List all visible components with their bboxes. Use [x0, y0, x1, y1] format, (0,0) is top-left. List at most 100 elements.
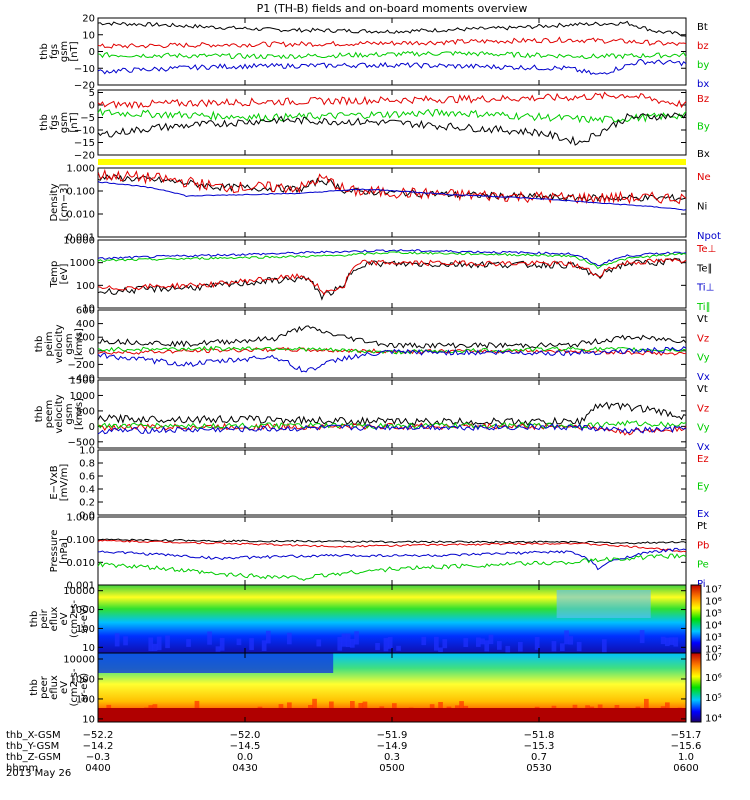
y-axis-label: sr-eV) — [79, 604, 90, 633]
legend-by: by — [697, 60, 709, 71]
spectrogram-speck — [665, 637, 670, 647]
spectrogram-speck — [505, 645, 511, 653]
legend-Vx: Vx — [697, 372, 710, 383]
y-axis-label: [km/s] — [74, 328, 85, 360]
panel-frame — [97, 17, 687, 86]
y-axis-label: [cm−3] — [59, 184, 70, 222]
panel-frame — [97, 89, 687, 156]
y-tick-label: 10000 — [63, 655, 95, 666]
orbit-value: −14.2 — [83, 741, 114, 752]
colorbar-label: 10⁵ — [705, 693, 722, 704]
spectrogram-speck — [123, 636, 128, 646]
colorbar-label: 10⁴ — [705, 714, 722, 725]
legend-Ex: Ex — [697, 509, 709, 520]
y-tick-label: 0 — [89, 346, 95, 357]
series-line-By — [97, 107, 687, 124]
y-tick-label: 0.100 — [66, 187, 95, 198]
y-axis-label: velocity — [54, 324, 65, 363]
y-tick-label: 10 — [82, 304, 95, 315]
panel-peem: 1500 1000 500 0 −500 thb peem velocity gsm [km/s]… — [34, 376, 710, 454]
y-axis-label: (cm2-s- — [69, 600, 80, 638]
spectrogram-speck — [148, 637, 154, 651]
series-line-Pb — [97, 539, 687, 553]
y-axis-label: thb — [39, 114, 50, 131]
legend-bz: bz — [697, 41, 709, 52]
y-tick-label: 10 — [82, 30, 95, 41]
y-tick-label: 600 — [76, 306, 95, 317]
y-axis-label: peim — [44, 331, 55, 356]
panel-frame — [97, 516, 687, 586]
y-axis-label: (cm2-s- — [69, 668, 80, 706]
y-axis-label: eV — [59, 612, 70, 625]
y-tick-label: 10000 — [63, 236, 95, 247]
legend-Vy: Vy — [697, 423, 710, 434]
series-line-Vz — [97, 347, 687, 357]
spectrogram-speck — [564, 630, 569, 645]
y-axis-label: [nT] — [69, 112, 80, 132]
series-line-Vt — [97, 325, 687, 349]
y-tick-label: 0 — [89, 422, 95, 433]
series-line-Vy — [97, 345, 687, 355]
spectrogram-speck — [568, 636, 574, 645]
series-line-Ti∥ — [97, 251, 687, 270]
y-tick-label: 0.001 — [66, 233, 95, 244]
panel-temp: 10000 1000 100 10 Temp [eV] Te⊥ Te∥ Ti⊥ Ti∥ — [49, 236, 716, 315]
spectrogram-speck — [488, 634, 494, 645]
spectrogram-speck — [476, 637, 481, 647]
legend-Vz: Vz — [697, 333, 709, 344]
spectrogram-speck — [434, 636, 439, 651]
spectrogram-speck — [350, 638, 355, 648]
orbit-value: −14.9 — [377, 741, 408, 752]
orbit-value: −15.6 — [671, 741, 702, 752]
y-tick-label: 1500 — [70, 376, 95, 387]
orbit-value: 0.0 — [237, 752, 253, 763]
y-tick-label: 5 — [89, 88, 95, 99]
flag-bar — [98, 159, 686, 165]
y-axis-label: velocity — [54, 394, 65, 433]
orbit-value: 0.3 — [384, 752, 400, 763]
y-tick-label: 0.100 — [66, 535, 95, 546]
spectrogram-band — [556, 590, 651, 618]
legend-By: By — [697, 122, 710, 133]
y-tick-label: −10 — [74, 126, 95, 137]
y-axis-label: [nT] — [69, 41, 80, 61]
orbit-value: −51.9 — [377, 730, 408, 741]
y-tick-label: 20 — [82, 14, 95, 25]
spectrogram-speck — [387, 636, 393, 649]
y-axis-label: E−VxB — [49, 465, 60, 499]
legend-Ni: Ni — [697, 202, 707, 213]
y-tick-label: 1.0 — [79, 446, 95, 457]
y-axis-label: gsm — [64, 333, 75, 354]
y-tick-label: 0.8 — [79, 459, 95, 470]
spectrogram-speck — [560, 643, 565, 651]
y-tick-label: 1000 — [70, 605, 95, 616]
y-tick-label: −15 — [74, 138, 95, 149]
orbit-value: 0600 — [673, 763, 698, 774]
orbit-value: −51.8 — [524, 730, 555, 741]
spectrogram-band — [98, 653, 334, 673]
orbit-row-name: hhmm — [6, 763, 38, 774]
spectrogram-speck — [639, 630, 645, 644]
spectrogram-speck — [480, 638, 485, 645]
spectrogram-speck — [186, 639, 191, 647]
panel-pressure: 1.0000.1000.0100.001Pressure[nPa]PtPbPeP… — [49, 513, 709, 592]
spectrogram-speck — [484, 640, 490, 652]
y-axis-label: peir — [39, 608, 50, 628]
spectrogram-speck — [534, 637, 540, 650]
y-tick-label: 1.000 — [66, 164, 95, 175]
y-axis-label: [km/s] — [74, 398, 85, 430]
y-axis-label: sr-eV) — [79, 673, 90, 702]
y-axis-label: thb — [34, 406, 45, 423]
orbit-value: −14.5 — [230, 741, 261, 752]
orbit-value: −52.2 — [83, 730, 114, 741]
series-line-Vx — [97, 346, 687, 373]
series-line-Bx — [97, 112, 687, 146]
y-axis-label: thb — [39, 43, 50, 60]
spectrogram-speck — [329, 701, 334, 713]
y-tick-label: 0.2 — [79, 498, 95, 509]
y-tick-label: 0.6 — [79, 472, 95, 483]
spectrogram-speck — [165, 635, 170, 649]
spectrogram-speck — [194, 700, 200, 713]
panel-peim: 600 400 200 0 −200 −400 thb peim velocity gsm [km/… — [34, 306, 710, 385]
